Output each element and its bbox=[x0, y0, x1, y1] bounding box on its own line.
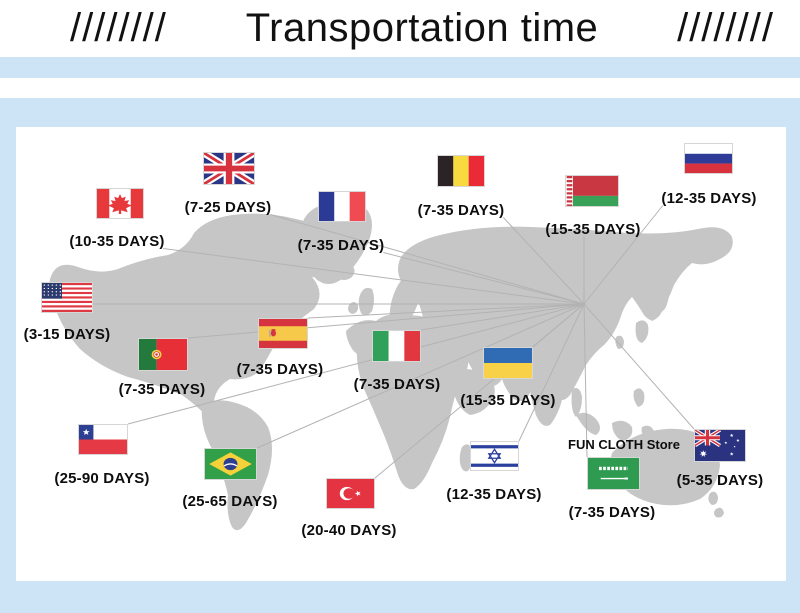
ukraine-days-label: (15-35 DAYS) bbox=[460, 392, 556, 409]
italy-flag-icon bbox=[372, 330, 421, 362]
russia-flag-icon bbox=[684, 143, 733, 174]
continent-shape bbox=[714, 507, 724, 518]
route-line-russia bbox=[583, 205, 664, 305]
continent-shape bbox=[528, 360, 565, 426]
saudi_arabia-flag-icon bbox=[587, 457, 640, 490]
chile-days-label: (25-90 DAYS) bbox=[54, 470, 150, 487]
canada-flag-icon bbox=[96, 188, 144, 219]
uk-days-label: (7-25 DAYS) bbox=[184, 199, 272, 216]
continent-shape bbox=[459, 444, 473, 472]
shipping-route-lines bbox=[93, 205, 695, 479]
portugal-days-label: (7-35 DAYS) bbox=[118, 381, 206, 398]
continent-shape bbox=[576, 412, 600, 435]
israel-days-label: (12-35 DAYS) bbox=[446, 486, 542, 503]
continent-shape bbox=[301, 202, 372, 284]
continent-shape bbox=[708, 491, 718, 505]
turkey-days-label: (20-40 DAYS) bbox=[301, 522, 397, 539]
france-flag-icon bbox=[318, 191, 366, 222]
route-line-spain bbox=[307, 303, 585, 319]
belarus-flag-icon bbox=[565, 175, 619, 207]
saudi_arabia-days-label: (7-35 DAYS) bbox=[568, 504, 656, 521]
israel-flag-icon bbox=[470, 441, 519, 471]
route-line-italy bbox=[420, 303, 585, 331]
continent-shape bbox=[633, 388, 645, 407]
divider-stripe bbox=[0, 57, 800, 78]
continent-shape bbox=[635, 320, 649, 343]
continent-shape bbox=[615, 335, 624, 349]
continent-shape bbox=[650, 269, 670, 313]
route-line-uk bbox=[270, 214, 585, 305]
brazil-days-label: (25-65 DAYS) bbox=[182, 493, 278, 510]
usa-days-label: (3-15 DAYS) bbox=[23, 326, 111, 343]
route-line-belgium bbox=[502, 217, 585, 305]
spain-days-label: (7-35 DAYS) bbox=[236, 361, 324, 378]
continent-shape bbox=[398, 226, 733, 401]
france-days-label: (7-35 DAYS) bbox=[297, 237, 385, 254]
continent-shape bbox=[612, 420, 633, 441]
continent-shape bbox=[49, 213, 345, 424]
ukraine-flag-icon bbox=[483, 347, 533, 379]
australia-flag-icon bbox=[694, 429, 746, 462]
belgium-flag-icon bbox=[437, 155, 485, 187]
route-line-turkey bbox=[374, 303, 585, 479]
decorative-slashes-left: //////// bbox=[70, 6, 167, 50]
italy-days-label: (7-35 DAYS) bbox=[353, 376, 441, 393]
page-title: Transportation time bbox=[245, 6, 599, 50]
route-line-portugal bbox=[187, 303, 585, 339]
belarus-days-label: (15-35 DAYS) bbox=[545, 221, 641, 238]
decorative-slashes-right: //////// bbox=[677, 6, 774, 50]
continent-shape bbox=[333, 263, 355, 280]
continent-shape bbox=[358, 287, 374, 316]
route-line-brazil bbox=[256, 303, 585, 449]
store-name-label: FUN CLOTH Store bbox=[568, 437, 680, 452]
header: //////// Transportation time //////// bbox=[0, 0, 800, 57]
russia-days-label: (12-35 DAYS) bbox=[661, 190, 757, 207]
route-line-australia bbox=[583, 303, 695, 430]
usa-flag-icon bbox=[41, 282, 93, 313]
route-line-canada bbox=[163, 248, 585, 305]
route-line-france bbox=[383, 252, 585, 305]
route-line-saudi_arabia bbox=[583, 303, 588, 458]
belgium-days-label: (7-35 DAYS) bbox=[417, 202, 505, 219]
uk-flag-icon bbox=[203, 152, 255, 185]
portugal-flag-icon bbox=[138, 338, 188, 371]
continent-shape bbox=[647, 307, 658, 321]
route-line-israel bbox=[518, 303, 585, 442]
brazil-flag-icon bbox=[204, 448, 257, 480]
continent-shape bbox=[348, 302, 359, 314]
chile-flag-icon bbox=[78, 424, 128, 455]
turkey-flag-icon bbox=[326, 478, 375, 509]
canada-days-label: (10-35 DAYS) bbox=[69, 233, 165, 250]
map-panel: FUN CLOTH Store (10-35 DAYS) (7-25 DAYS) (… bbox=[16, 127, 786, 581]
spain-flag-icon bbox=[258, 318, 308, 349]
route-line-chile bbox=[127, 303, 585, 425]
continent-shape bbox=[571, 388, 582, 417]
continent-shape bbox=[356, 327, 469, 490]
australia-days-label: (5-35 DAYS) bbox=[676, 472, 764, 489]
